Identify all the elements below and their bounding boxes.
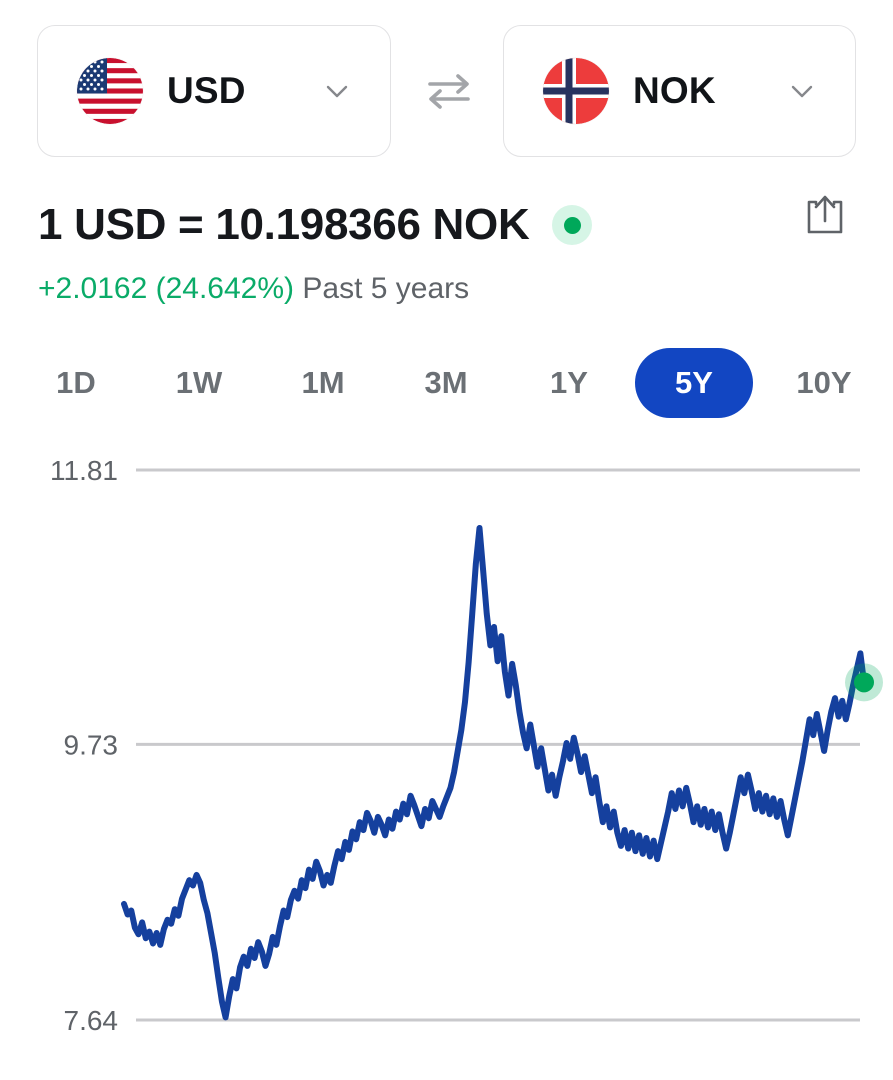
chevron-down-icon[interactable] bbox=[789, 78, 815, 104]
from-currency-selector[interactable]: USD bbox=[37, 25, 391, 157]
range-tab-1d[interactable]: 1D bbox=[56, 365, 96, 400]
from-currency-code: USD bbox=[167, 70, 246, 111]
rate-change-period: Past 5 years bbox=[302, 272, 470, 305]
time-range-tabs: 1D 1W 1M 3M 1Y 5Y 10Y bbox=[0, 348, 893, 420]
chart-gridlines bbox=[136, 468, 860, 1022]
range-tab-5y[interactable]: 5Y bbox=[635, 348, 753, 418]
share-button[interactable] bbox=[797, 188, 853, 244]
range-tab-1m[interactable]: 1M bbox=[301, 365, 345, 400]
swap-arrows-icon[interactable] bbox=[420, 62, 478, 120]
chevron-down-icon[interactable] bbox=[324, 78, 350, 104]
range-tab-10y[interactable]: 10Y bbox=[796, 365, 852, 400]
chart-y-tick-label: 9.73 bbox=[64, 729, 119, 760]
to-currency-code: NOK bbox=[633, 70, 716, 111]
exchange-rate-headline: 1 USD = 10.198366 NOK bbox=[38, 196, 593, 254]
to-currency-selector[interactable]: NOK bbox=[503, 25, 856, 157]
live-dot-core bbox=[563, 216, 581, 234]
rate-text: 1 USD = 10.198366 NOK bbox=[38, 200, 530, 249]
chart-y-tick-label: 11.81 bbox=[50, 455, 118, 486]
us-flag-icon bbox=[77, 58, 143, 124]
rate-change-summary: +2.0162 (24.642%) Past 5 years bbox=[38, 272, 469, 306]
no-flag-icon bbox=[543, 58, 609, 124]
share-icon bbox=[803, 192, 847, 240]
chart-end-marker bbox=[854, 672, 874, 693]
live-status-dot bbox=[551, 204, 593, 246]
chart-y-axis-labels: 7.64 9.73 11.81 bbox=[50, 455, 118, 1036]
exchange-rate-chart[interactable]: 7.64 9.73 11.81 bbox=[0, 430, 893, 1070]
range-tab-1y[interactable]: 1Y bbox=[550, 365, 588, 400]
range-tab-1w[interactable]: 1W bbox=[175, 365, 223, 400]
chart-line-path bbox=[121, 525, 867, 1021]
currency-selector-row: USD bbox=[0, 0, 893, 180]
range-tab-3m[interactable]: 3M bbox=[424, 365, 468, 400]
chart-y-tick-label: 7.64 bbox=[64, 1005, 119, 1036]
rate-change-value: +2.0162 (24.642%) bbox=[38, 272, 295, 305]
